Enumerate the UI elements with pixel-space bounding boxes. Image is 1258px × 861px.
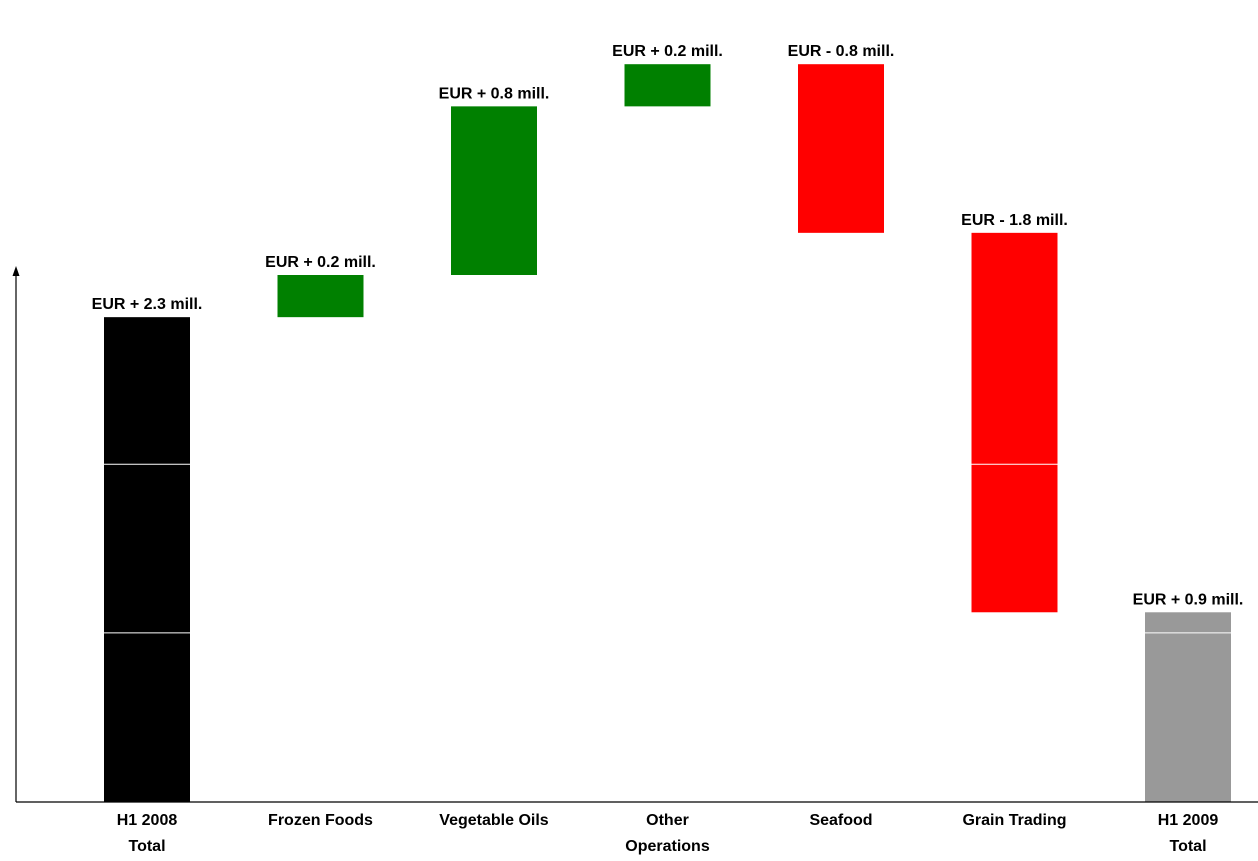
axis-layer — [13, 266, 1258, 802]
data-label-vegetable-oils: EUR + 0.8 mill. — [439, 85, 550, 102]
grid-layer — [17, 464, 1258, 633]
labels-layer: EUR + 2.3 mill. EUR + 0.2 mill. EUR + 0.8 … — [92, 43, 1244, 608]
bar-h1-2008-total — [104, 317, 190, 802]
x-tick-label-vegetable-oils: Vegetable Oils — [439, 812, 548, 829]
bar-vegetable-oils — [451, 106, 537, 275]
bar-h1-2009-total — [1145, 612, 1231, 802]
bars-layer — [104, 64, 1231, 802]
bar-grain-trading — [972, 233, 1058, 612]
bar-frozen-foods — [278, 275, 364, 317]
y-axis-arrowhead — [13, 266, 20, 276]
data-label-h1-2009-total: EUR + 0.9 mill. — [1133, 591, 1244, 608]
data-label-seafood: EUR - 0.8 mill. — [788, 43, 895, 60]
bar-seafood — [798, 64, 884, 233]
data-label-frozen-foods: EUR + 0.2 mill. — [265, 254, 376, 271]
data-label-other-operations: EUR + 0.2 mill. — [612, 43, 723, 60]
x-tick-label-seafood: Seafood — [809, 812, 872, 829]
x-tick-label-frozen-foods: Frozen Foods — [268, 812, 373, 829]
data-label-grain-trading: EUR - 1.8 mill. — [961, 212, 1068, 229]
x-tick-label-grain-trading: Grain Trading — [962, 812, 1066, 829]
data-label-h1-2008-total: EUR + 2.3 mill. — [92, 296, 203, 313]
bar-other-operations — [625, 64, 711, 106]
